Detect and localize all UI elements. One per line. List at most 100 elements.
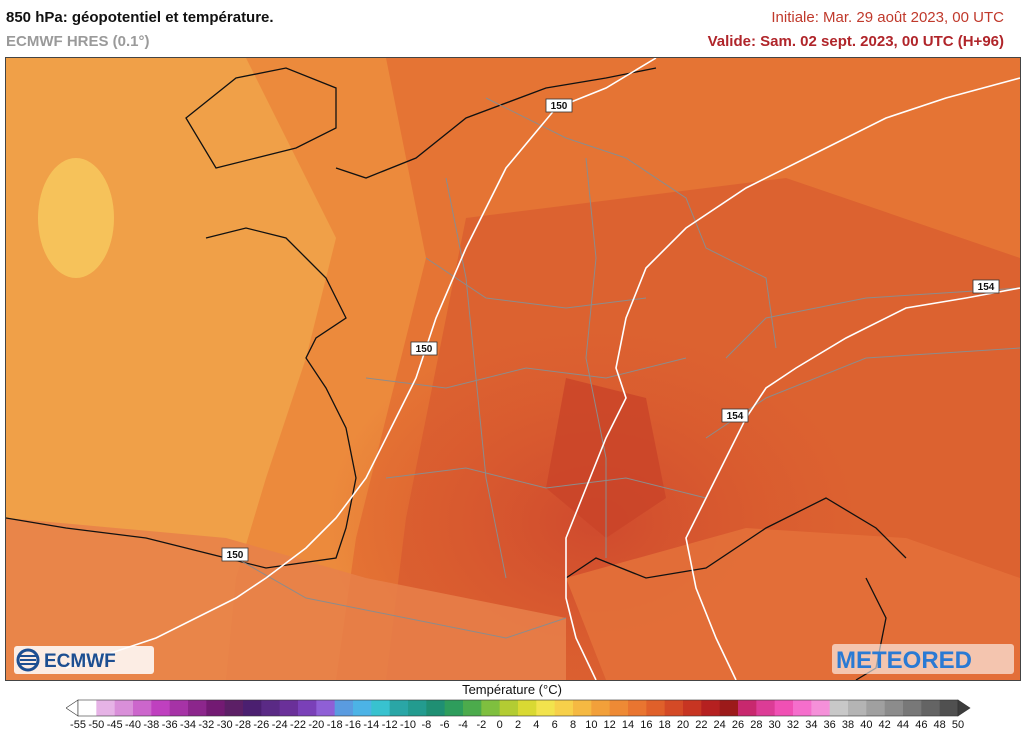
legend-swatch xyxy=(609,700,629,716)
contour-label-1: 150 xyxy=(551,101,568,112)
legend-tick-label: 42 xyxy=(878,719,891,731)
coastlines xyxy=(6,67,907,680)
legend-tick-label: -28 xyxy=(235,719,251,731)
legend-swatch xyxy=(536,700,556,716)
legend-swatch xyxy=(188,700,207,716)
legend-tick-label: 18 xyxy=(658,719,671,731)
legend-tick-label: 22 xyxy=(695,719,708,731)
legend-frame xyxy=(77,699,959,717)
legend-swatch xyxy=(518,700,537,716)
contour-label-5: 154 xyxy=(727,411,744,422)
legend-tick-label: 0 xyxy=(496,719,503,731)
legend-arrow-left xyxy=(66,699,79,717)
legend-swatch xyxy=(866,700,886,716)
legend-tick-label: -6 xyxy=(439,719,450,731)
legend-swatch xyxy=(591,700,611,716)
legend-swatch xyxy=(756,700,776,716)
legend-tick-label: -22 xyxy=(290,719,306,731)
legend-swatch xyxy=(334,700,354,716)
legend-tick-label: -18 xyxy=(326,719,343,731)
legend-tick-label: 20 xyxy=(676,719,690,731)
legend-tick-label: -34 xyxy=(180,719,196,731)
legend-swatch xyxy=(151,700,171,716)
legend-swatch xyxy=(224,700,244,716)
legend-tick-label: 46 xyxy=(915,719,928,731)
legend-swatch xyxy=(444,700,464,716)
legend-swatch xyxy=(389,700,409,716)
legend-swatch xyxy=(646,700,666,716)
legend-tick-label: 30 xyxy=(768,719,781,731)
legend-arrow-right xyxy=(957,699,971,717)
legend-tick-label: -36 xyxy=(161,719,178,731)
legend-swatch xyxy=(573,700,592,716)
legend-tick-label: 2 xyxy=(514,719,522,731)
legend-ticks: -55 -50 -45 -40 -38 -36 -34 -32 -30 -28 -26 -24 -22-… xyxy=(66,719,966,735)
legend-tick-label: -32 xyxy=(198,719,215,731)
legend-tick-label: -8 xyxy=(421,719,432,731)
legend-swatch xyxy=(114,700,134,716)
legend-tick-label: 10 xyxy=(585,719,598,731)
legend-swatch xyxy=(719,700,739,716)
legend-tick-label: 48 xyxy=(933,719,946,731)
legend-swatch xyxy=(243,700,262,716)
legend-swatch xyxy=(78,700,97,716)
legend-swatch xyxy=(316,700,336,716)
meteored-logo-text: METEORED xyxy=(836,647,972,674)
legend-tick-label: -24 xyxy=(271,719,288,731)
legend-swatch xyxy=(921,700,941,716)
legend-swatch xyxy=(261,700,281,716)
legend-tick-label: -26 xyxy=(253,719,270,731)
map-title: 850 hPa: géopotentiel et température. xyxy=(6,9,274,26)
legend-tick-label: 44 xyxy=(896,719,910,731)
legend-swatch xyxy=(903,700,922,716)
legend-swatch xyxy=(279,700,299,716)
legend-swatch xyxy=(206,700,226,716)
legend-swatch xyxy=(463,700,482,716)
borders xyxy=(235,97,1020,639)
iberia-field xyxy=(6,518,566,680)
legend-tick-label: -2 xyxy=(476,719,487,731)
legend-swatch xyxy=(738,700,757,716)
meteored-logo: METEORED xyxy=(832,644,1014,674)
legend-tick-label: 14 xyxy=(621,719,635,731)
contour-label-group: 150 150 150 154 154 xyxy=(221,98,1000,562)
legend-tick-label: -10 xyxy=(400,719,416,731)
legend-swatch xyxy=(848,700,867,716)
legend-tick-label: -45 xyxy=(106,719,123,731)
legend-tick-label: -30 xyxy=(216,719,233,731)
contour-label-2: 150 xyxy=(416,344,433,355)
legend-swatch xyxy=(811,700,831,716)
map-canvas: 150 150 150 154 154 xyxy=(6,58,1020,680)
legend-swatch xyxy=(683,700,702,716)
legend-swatch xyxy=(408,700,427,716)
legend-swatch xyxy=(884,700,904,716)
legend-tick-label: 40 xyxy=(860,719,873,731)
legend-swatch xyxy=(829,700,849,716)
legend-tick-label: 6 xyxy=(551,719,558,731)
legend-tick-label: -12 xyxy=(381,719,398,731)
legend-tick-label: 8 xyxy=(569,719,577,731)
legend-tick-label: -4 xyxy=(458,719,468,731)
legend-swatch xyxy=(664,700,684,716)
legend-swatch xyxy=(554,700,574,716)
legend-swatch xyxy=(499,700,519,716)
legend-swatch xyxy=(939,700,959,716)
legend-tick-label: -40 xyxy=(125,719,141,731)
legend-swatch xyxy=(426,700,446,716)
legend-tick-label: 50 xyxy=(951,719,965,731)
legend-tick-label: 38 xyxy=(841,719,855,731)
legend-tick-label: -50 xyxy=(88,719,105,731)
legend-title: Température (°C) xyxy=(462,682,562,697)
legend-tick-label: -20 xyxy=(308,719,325,731)
legend-swatch xyxy=(353,700,372,716)
weather-map[interactable]: 150 150 150 154 154 ECMWF METEORED xyxy=(5,57,1021,681)
legend-swatch xyxy=(628,700,647,716)
legend-tick-label: 32 xyxy=(786,719,800,731)
med-field xyxy=(566,528,1020,680)
legend-tick-label: 28 xyxy=(750,719,763,731)
legend-tick-label: -38 xyxy=(143,719,160,731)
legend-tick-label: 4 xyxy=(533,719,540,731)
legend-tick-label: -55 xyxy=(70,719,86,731)
cool-pocket xyxy=(38,158,114,278)
legend-swatch xyxy=(133,700,152,716)
